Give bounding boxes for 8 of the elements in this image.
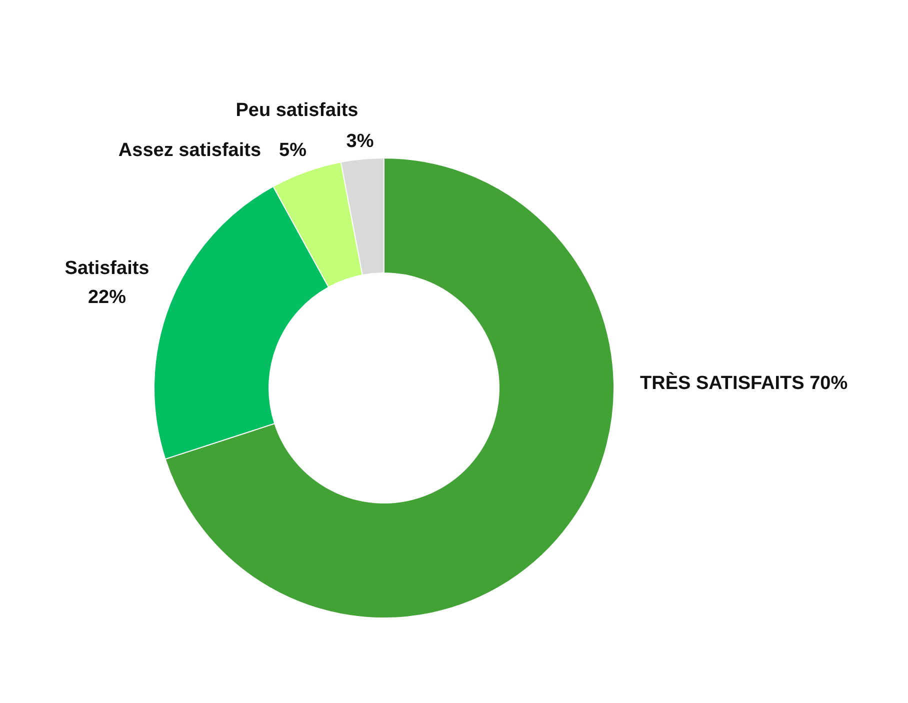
data-label: 5% [278,140,307,161]
slice-label: TRÈS SATISFAITS [640,372,804,394]
slice-label: Peu satisfaits [236,100,358,121]
data-label: 70% [810,373,848,394]
data-label: 22% [88,287,126,308]
slice-label: Assez satisfaits [118,140,261,161]
data-label: 3% [346,131,374,152]
slice-label: Satisfaits [64,258,150,279]
